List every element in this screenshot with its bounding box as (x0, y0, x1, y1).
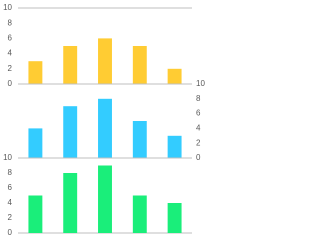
y-tick-label: 8 (8, 18, 13, 27)
bar (28, 61, 43, 84)
y-tick-label: 6 (8, 34, 13, 43)
y-tick-label: 10 (3, 153, 12, 162)
y-tick-label: 0 (196, 153, 201, 162)
bar (98, 98, 112, 158)
bar (63, 173, 78, 233)
chart: 0 2 4 6 8 10 0 2 4 6 8 10 0 2 4 6 8 10 (3, 3, 205, 237)
bar (98, 165, 112, 233)
y-tick-label: 2 (8, 213, 13, 222)
y-tick-label: 2 (8, 64, 13, 73)
y-tick-label: 8 (8, 168, 13, 177)
y-tick-label: 8 (196, 94, 201, 103)
y-tick-label: 6 (8, 183, 13, 192)
bar (167, 68, 182, 84)
bar (132, 46, 147, 84)
bar (132, 195, 147, 233)
bar (63, 106, 78, 158)
bar (28, 195, 43, 233)
bar (167, 203, 182, 233)
y-tick-label: 10 (3, 3, 12, 12)
y-tick-label: 10 (196, 79, 205, 88)
y-tick-label: 4 (196, 124, 201, 133)
bar (167, 135, 182, 158)
bar (63, 46, 78, 84)
y-tick-label: 2 (196, 138, 201, 147)
y-tick-label: 4 (8, 49, 13, 58)
bar (28, 128, 43, 158)
y-tick-label: 0 (8, 79, 13, 88)
y-tick-label: 0 (8, 228, 13, 237)
y-tick-label: 4 (8, 198, 13, 207)
y-tick-label: 6 (196, 109, 201, 118)
bar (132, 121, 147, 158)
bar (98, 38, 112, 84)
